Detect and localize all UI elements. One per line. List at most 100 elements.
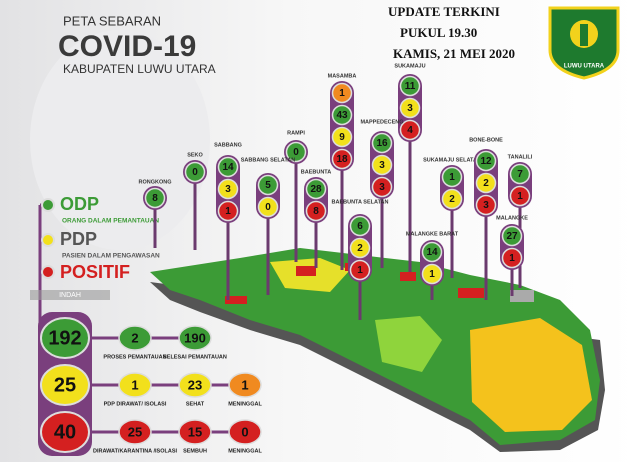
- district-count-circle: [441, 166, 463, 188]
- district-count: 16: [376, 138, 388, 149]
- district-count-circle: [501, 247, 523, 269]
- district-name: RONGKONG: [139, 179, 172, 185]
- district-count: 1: [517, 191, 523, 202]
- district-count-circle: [371, 176, 393, 198]
- map-zone: [470, 318, 592, 432]
- district-count-circle: [349, 259, 371, 281]
- district-count: 28: [310, 184, 322, 195]
- district-count-circle: [257, 196, 279, 218]
- district-count: 3: [483, 200, 489, 211]
- summary-item-circle: [178, 325, 212, 351]
- district-name: SEKO: [187, 152, 203, 158]
- summary-total: 192: [48, 327, 81, 349]
- district-name: SUKAMAJU: [394, 63, 425, 69]
- logo-text: LUWU UTARA: [564, 64, 605, 70]
- district-count: 2: [357, 243, 363, 254]
- district-count-circle: [421, 241, 443, 263]
- summary-total: 25: [54, 374, 76, 396]
- district-name: MALANGKE BARAT: [406, 231, 459, 237]
- district-count: 3: [379, 160, 385, 171]
- district-count-circle: [441, 188, 463, 210]
- district-count: 3: [225, 184, 231, 195]
- district-name: SUKAMAJU SELATAN: [423, 157, 481, 163]
- summary-item-label: MENINGGAL: [228, 448, 262, 454]
- district-count: 18: [336, 154, 348, 165]
- summary-total: 40: [54, 421, 76, 443]
- district-count: 43: [336, 110, 348, 121]
- district-count: 8: [313, 206, 319, 217]
- summary-item-circle: [228, 372, 262, 398]
- district-count-circle: [349, 215, 371, 237]
- summary-item-value: 1: [241, 377, 248, 392]
- district-count-circle: [257, 174, 279, 196]
- map-zone: [296, 266, 316, 276]
- legend-desc: ORANG DALAM PEMANTAUAN: [62, 218, 159, 225]
- district-count: 1: [339, 88, 345, 99]
- legend-desc: PASIEN DALAM PENGAWASAN: [62, 253, 160, 260]
- district-count-circle: [331, 126, 353, 148]
- summary-item-label: MENINGGAL: [228, 401, 262, 407]
- district-count: 27: [506, 231, 518, 242]
- district-name: TANALILI: [508, 154, 533, 160]
- district-count-circle: [217, 178, 239, 200]
- district-count: 11: [405, 81, 416, 92]
- district-count: 8: [152, 193, 158, 204]
- update-line: PUKUL 19.30: [400, 25, 477, 40]
- title-top: PETA SEBARAN: [63, 13, 161, 28]
- district-name: MAPPEDECENG: [360, 119, 403, 125]
- district-name: MALANGKE: [496, 215, 528, 221]
- title-main: COVID-19: [58, 30, 196, 63]
- district-count: 0: [265, 202, 271, 213]
- map-zone: [458, 288, 484, 298]
- district-count-circle: [475, 150, 497, 172]
- summary-total-circle: [40, 364, 90, 406]
- district-count: 3: [407, 103, 413, 114]
- district-count-circle: [331, 148, 353, 170]
- map-zone: [510, 290, 534, 302]
- district-count: 7: [517, 169, 523, 180]
- logo: LUWU UTARA: [548, 6, 620, 80]
- district-count-circle: [285, 141, 307, 163]
- pin-body: [330, 81, 354, 171]
- summary-total-circle: [40, 317, 90, 359]
- district-count-circle: [331, 104, 353, 126]
- summary-item-label: PDP DIRAWAT/ ISOLASI: [104, 401, 167, 407]
- summary-item-value: 23: [188, 377, 202, 392]
- district-name: RAMPI: [287, 130, 305, 136]
- district-count: 4: [407, 125, 413, 136]
- district-count-circle: [399, 75, 421, 97]
- summary-item-label: DIRAWAT/KARANTINA /ISOLASI: [93, 448, 177, 454]
- summary-item-label: SEMBUH: [183, 448, 207, 454]
- district-name: SABBANG SELATAN: [241, 157, 296, 163]
- district-count-circle: [305, 178, 327, 200]
- map-zone: [400, 272, 416, 281]
- district-name: MASAMBA: [328, 73, 357, 79]
- district-count: 0: [293, 147, 299, 158]
- summary-item-value: 25: [128, 424, 142, 439]
- district-count: 9: [339, 132, 345, 143]
- legend-label: ODP: [60, 194, 99, 214]
- district-count-circle: [217, 156, 239, 178]
- summary-item-label: SEHAT: [186, 401, 205, 407]
- district-count: 14: [426, 247, 438, 258]
- district-name: BAEBUNTA SELATAN: [332, 199, 389, 205]
- summary-total-circle: [40, 411, 90, 453]
- summary-item-circle: [118, 372, 152, 398]
- district-count-circle: [144, 187, 166, 209]
- district-count: 6: [357, 221, 363, 232]
- district-count: 1: [449, 172, 455, 183]
- district-count: 1: [509, 253, 515, 264]
- summary-item-circle: [178, 372, 212, 398]
- district-count-circle: [217, 200, 239, 222]
- summary-item-label: SELESAI PEMANTAUAN: [163, 354, 227, 360]
- district-count: 2: [483, 178, 489, 189]
- summary-item-label: PROSES PEMANTAUAN: [103, 354, 166, 360]
- district-name: BAEBUNTA: [301, 169, 331, 175]
- district-count-circle: [399, 119, 421, 141]
- summary-item-value: 0: [241, 424, 248, 439]
- district-count: 5: [265, 180, 271, 191]
- legend: ODP ORANG DALAM PEMANTAUAN PDP PASIEN DA…: [30, 194, 160, 392]
- district-name: BONE-BONE: [469, 137, 503, 143]
- summary-item-value: 15: [188, 424, 202, 439]
